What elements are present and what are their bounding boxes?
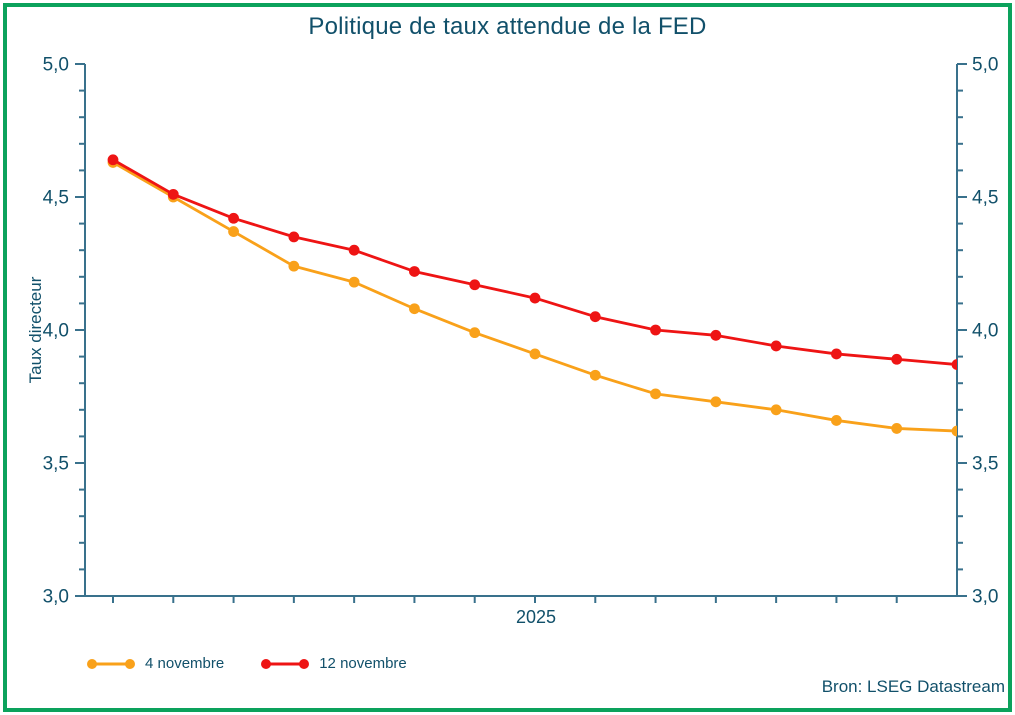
data-point-marker <box>650 388 661 400</box>
data-point-marker <box>107 154 119 166</box>
series-12-novembre <box>107 154 957 370</box>
legend: 4 novembre 12 novembre <box>86 655 407 672</box>
y-tick-label-right: 4,5 <box>972 188 998 209</box>
legend-label-4-novembre: 4 novembre <box>145 655 225 672</box>
y-tick-label-left: 4,5 <box>43 188 69 209</box>
data-point-marker <box>288 260 300 272</box>
data-point-marker <box>710 329 722 341</box>
data-point-marker <box>409 266 420 277</box>
data-point-marker <box>951 359 957 370</box>
y-tick-label-left: 3,0 <box>43 587 69 608</box>
data-point-marker <box>228 212 239 224</box>
legend-label-12-novembre: 12 novembre <box>319 655 407 672</box>
data-point-marker <box>348 276 360 288</box>
y-tick-label-right: 3,5 <box>972 454 998 475</box>
y-tick-label-right: 3,0 <box>972 587 998 608</box>
legend-item-4-novembre: 4 novembre <box>86 655 224 672</box>
data-point-marker <box>951 425 957 437</box>
data-point-marker <box>469 279 481 291</box>
data-point-marker <box>891 353 903 365</box>
y-axis-title: Taux directeur <box>26 276 45 384</box>
y-tick-label-left: 4,0 <box>43 321 69 342</box>
series-line-12-novembre <box>111 158 957 366</box>
x-axis-ticks <box>112 596 898 603</box>
data-point-marker <box>529 348 541 360</box>
data-point-marker <box>589 369 601 381</box>
y-tick-label-right: 5,0 <box>972 55 998 76</box>
data-point-marker <box>409 303 420 315</box>
data-point-marker <box>770 340 782 352</box>
series-4-novembre <box>107 157 957 437</box>
data-point-marker <box>710 396 722 408</box>
data-point-marker <box>529 292 541 304</box>
legend-swatch-4-novembre <box>87 658 135 669</box>
data-point-marker <box>891 423 903 434</box>
data-point-marker <box>770 404 782 416</box>
legend-item-12-novembre: 12 novembre <box>260 655 407 672</box>
legend-swatch-12-novembre <box>261 658 310 669</box>
axes <box>84 64 958 597</box>
data-point-marker <box>650 324 661 336</box>
x-axis-title: 2025 <box>515 607 557 627</box>
data-point-marker <box>288 231 300 243</box>
data-point-marker <box>831 348 842 360</box>
data-point-marker <box>167 188 179 200</box>
data-point-marker <box>469 327 481 339</box>
data-point-marker <box>228 226 239 237</box>
y-tick-label-right: 4,0 <box>972 321 998 342</box>
data-point-marker <box>589 311 601 323</box>
source-note: Bron: LSEG Datastream <box>821 677 1005 696</box>
y-tick-label-left: 3,5 <box>43 454 69 475</box>
data-point-marker <box>831 415 842 426</box>
data-point-marker <box>348 244 360 256</box>
y-axis-ticks: 5,0 5,0 4,5 4,5 4,0 4,0 3,5 3,5 3,0 3,0 <box>43 55 999 608</box>
y-tick-label-left: 5,0 <box>43 55 69 76</box>
chart-title: Politique de taux attendue de la FED <box>308 13 707 40</box>
